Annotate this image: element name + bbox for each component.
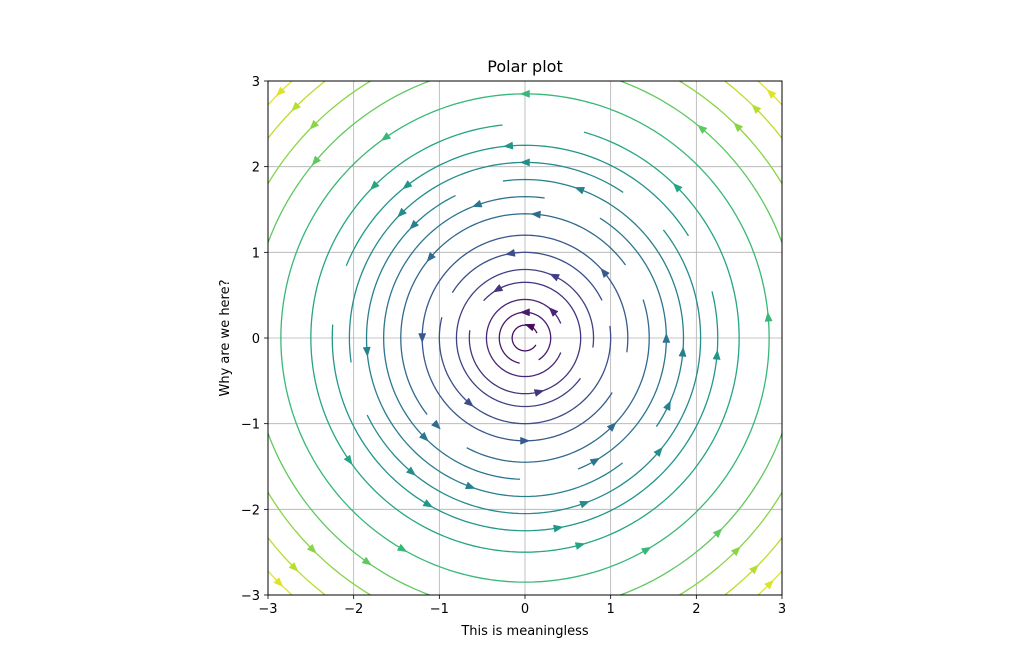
streamline-arrow-13-0 [519,89,530,98]
streamline-10 [348,161,702,515]
streamline-arrow-15-2 [306,543,317,554]
streamline-arrow-11-4 [553,524,564,533]
streamline-arrow-15-3 [730,546,741,557]
streamline-arrow-17-1 [276,86,286,97]
streamline-arrow-12-0 [672,182,683,193]
chart-title: Polar plot [487,57,562,76]
x-tick-label: 0 [521,602,529,617]
y-tick-label: −2 [241,503,260,518]
x-tick-label: −3 [258,602,277,617]
y-tick-label: −1 [241,418,260,433]
streamline-arrow-12-1 [369,180,380,191]
streamline-arrow-1-0 [519,308,530,317]
x-tick-label: 2 [692,602,700,617]
streamline-2 [485,298,562,378]
streamline-arrow-16-3 [749,564,759,575]
streamline-arrow-7-3 [606,422,617,432]
streamline-arrow-6-2 [520,436,531,445]
x-tick-label: −1 [430,602,449,617]
y-tick-label: −3 [241,589,260,604]
streamline-arrow-14-3 [712,528,723,539]
streamline-arrow-14-0 [697,124,708,135]
streamline-arrow-5-1 [463,397,474,407]
streamline-arrow-10-1 [397,207,407,218]
streamline-arrow-9-1 [574,186,586,195]
streamline-arrow-16-0 [751,104,762,114]
streamline-14 [268,81,782,595]
streamline-arrow-2-0 [548,307,559,317]
streamline-arrow-7-2 [431,419,441,430]
streamline-arrow-3-0 [533,389,545,397]
streamlines [268,81,782,595]
streamline-arrow-16-2 [288,562,299,572]
streamline-arrow-16-1 [291,101,301,112]
streamline-arrow-11-1 [503,141,514,150]
streamline-3 [468,281,582,395]
streamline-4 [455,268,595,408]
x-tick-label: −2 [344,602,363,617]
streamline-12 [310,124,740,553]
streamline-arrow-9-0 [678,346,687,357]
streamline-arrow-10-2 [405,466,417,476]
x-tick-label: 3 [778,602,786,617]
streamline-arrow-11-2 [402,180,413,190]
streamline-arrow-10-4 [653,446,663,458]
streamline-arrow-8-2 [418,431,429,442]
streamline-arrow-8-1 [471,199,483,208]
streamline-arrow-17-2 [273,577,284,587]
streamline-arrow-10-0 [519,158,530,167]
y-tick-label: 3 [252,75,260,90]
streamline-arrow-15-1 [309,119,320,130]
streamline-arrow-11-3 [422,499,434,508]
streamline-arrow-17-0 [766,89,777,99]
streamline-arrow-9-5 [663,400,671,411]
streamline-arrow-12-2 [343,454,353,466]
streamline-arrow-13-4 [640,546,652,556]
y-axis-title: Why are we here? [218,279,233,396]
x-tick-label: 1 [607,602,615,617]
streamline-arrow-14-2 [361,556,373,566]
streamline-arrow-0-0 [524,323,536,332]
y-tick-label: 2 [252,161,260,176]
streamline-arrow-13-1 [764,311,773,322]
x-axis-title: This is meaningless [460,624,589,639]
streamline-arrow-9-4 [464,481,476,490]
streamline-arrow-5-0 [505,248,516,257]
streamline-1 [498,311,552,364]
streamline-7 [400,213,650,463]
streamline-arrow-7-1 [426,251,436,263]
streamline-arrow-13-2 [380,132,392,141]
streamline-arrow-17-3 [764,579,774,590]
streamline-5 [438,251,612,425]
streamline-arrow-15-0 [733,122,744,133]
streamline-arrow-4-0 [549,273,560,282]
streamline-arrow-14-1 [311,155,322,166]
streamline-6 [421,234,629,442]
streamline-arrow-12-3 [574,542,586,550]
y-tick-label: 0 [252,332,260,347]
y-tick-label: 1 [252,246,260,261]
streamline-arrow-8-3 [589,457,601,467]
streamline-arrow-9-2 [409,219,420,230]
streamline-8 [382,195,667,480]
streamline-arrow-13-3 [396,543,408,553]
streamline-arrow-11-0 [712,349,721,360]
streamline-arrow-6-0 [600,267,610,279]
grid [267,80,783,596]
streamline-arrow-9-3 [362,346,371,357]
streamline-arrow-10-3 [579,500,590,509]
streamline-arrow-6-1 [418,333,427,344]
axis-ticks: −3 −2 −1 0 1 2 3 −3 −2 −1 0 1 2 3 [241,75,786,617]
streamline-arrow-8-0 [662,332,671,343]
streamline-arrow-3-1 [492,283,504,293]
streamline-arrow-7-0 [530,210,541,219]
